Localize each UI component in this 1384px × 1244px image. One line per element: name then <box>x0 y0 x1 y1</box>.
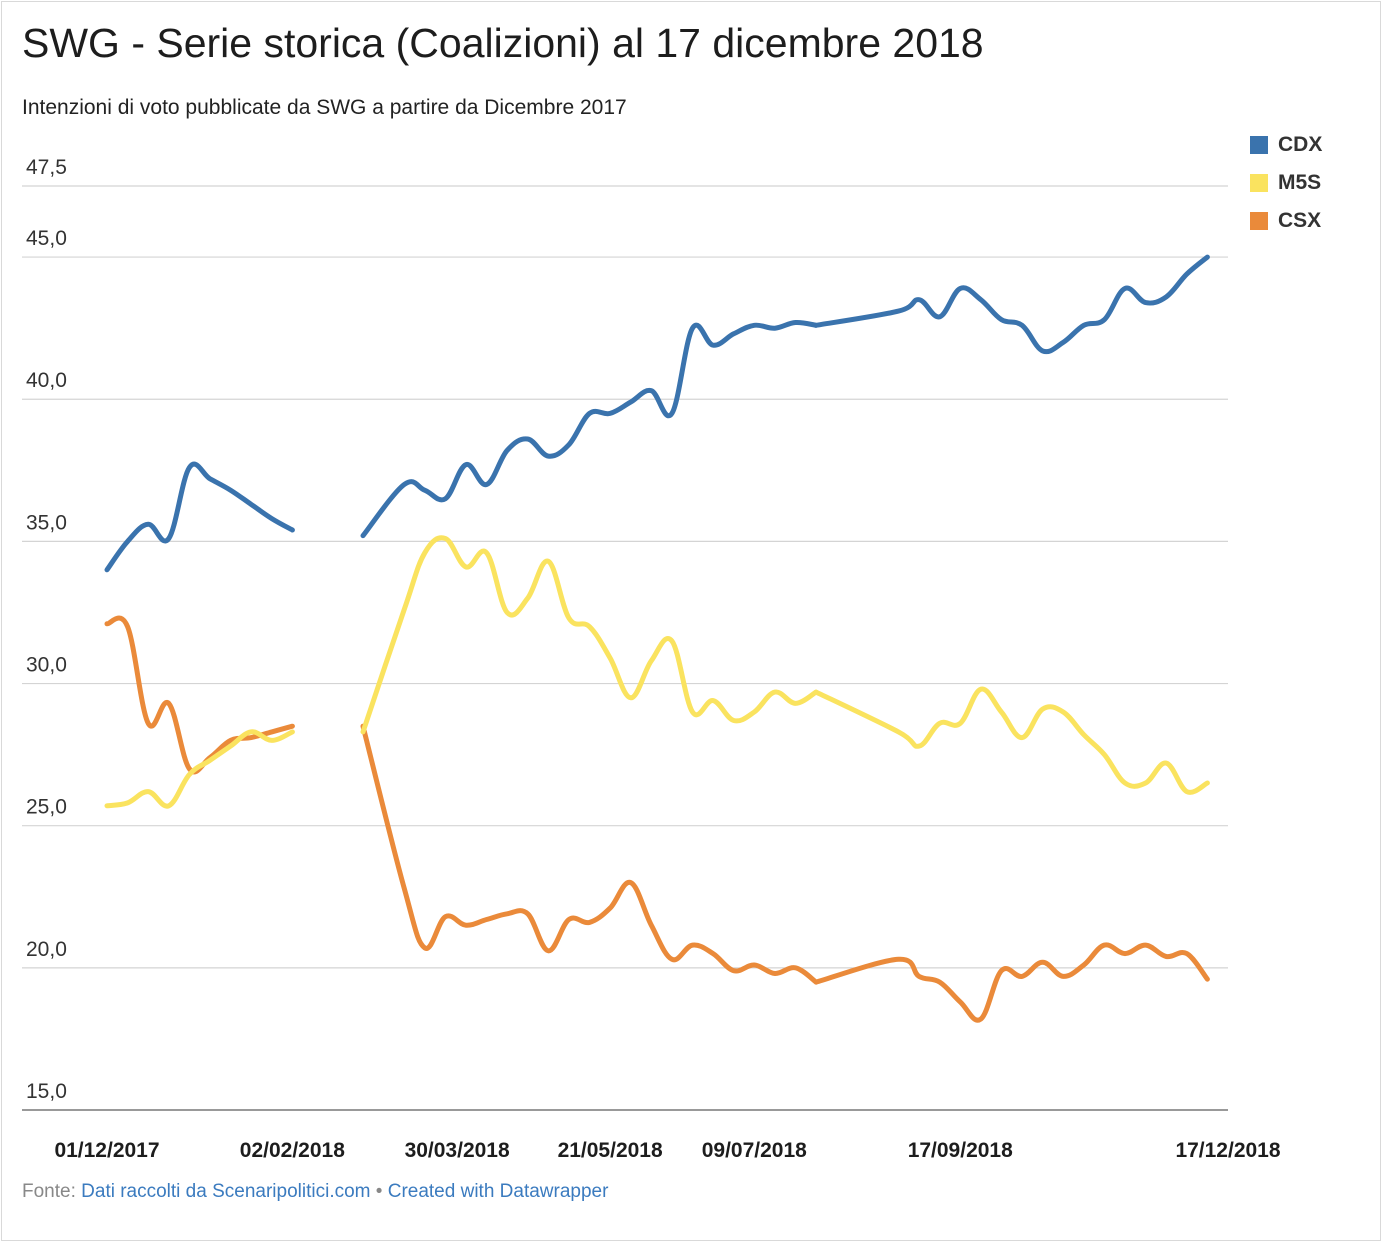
x-tick-label: 02/02/2018 <box>240 1139 345 1162</box>
y-tick-label: 35,0 <box>26 511 67 534</box>
grid-layer <box>22 185 1228 1111</box>
y-tick-label: 45,0 <box>26 227 67 250</box>
series-line-csx <box>360 723 819 985</box>
y-tick-label: 40,0 <box>26 369 67 392</box>
series-line-cdx <box>104 461 295 573</box>
x-tick-label: 30/03/2018 <box>405 1139 510 1162</box>
chart-title: SWG - Serie storica (Coalizioni) al 17 d… <box>22 20 984 66</box>
x-tick-label: 21/05/2018 <box>558 1139 663 1162</box>
legend-item-csx[interactable]: CSX <box>1250 202 1322 240</box>
legend-swatch-cdx <box>1250 136 1268 154</box>
legend-item-cdx[interactable]: CDX <box>1250 126 1322 164</box>
legend-swatch-csx <box>1250 212 1268 230</box>
x-tick-label: 17/09/2018 <box>908 1139 1013 1162</box>
legend-label-csx: CSX <box>1278 209 1322 232</box>
y-tick-label: 20,0 <box>26 938 67 961</box>
footer-prefix: Fonte: <box>22 1181 76 1202</box>
legend-label-cdx: CDX <box>1278 133 1323 156</box>
series-line-m5s <box>813 686 1210 795</box>
y-tick-label: 25,0 <box>26 796 67 819</box>
footer-separator: • <box>375 1181 383 1202</box>
legend-item-m5s[interactable]: M5S <box>1250 164 1322 202</box>
series-line-csx <box>813 942 1210 1023</box>
legend-swatch-m5s <box>1250 174 1268 192</box>
datawrapper-link[interactable]: Created with Datawrapper <box>387 1181 609 1202</box>
series-line-m5s <box>360 535 819 735</box>
series-line-csx <box>104 615 295 775</box>
footer: Fonte: Dati raccolti da Scenaripolitici.… <box>22 1181 608 1203</box>
series-layer <box>104 254 1210 1023</box>
source-link[interactable]: Dati raccolti da Scenaripolitici.com <box>81 1181 371 1202</box>
y-tick-label: 30,0 <box>26 654 67 677</box>
series-line-cdx <box>360 319 819 539</box>
x-tick-label: 01/12/2017 <box>54 1139 159 1162</box>
series-line-cdx <box>813 254 1210 355</box>
legend-label-m5s: M5S <box>1278 171 1322 194</box>
y-tick-label: 47,5 <box>26 156 67 179</box>
x-axis: 01/12/2017 02/02/2018 30/03/2018 21/05/2018… <box>54 1139 1280 1162</box>
legend: CDX M5S CSX <box>1250 126 1322 240</box>
x-tick-label: 17/12/2018 <box>1175 1139 1280 1162</box>
series-line-m5s <box>104 729 295 809</box>
x-tick-label: 09/07/2018 <box>702 1139 807 1162</box>
chart-subtitle: Intenzioni di voto pubblicate da SWG a p… <box>22 96 627 119</box>
y-tick-label: 15,0 <box>26 1080 67 1103</box>
y-axis: 47,5 45,0 40,0 35,0 30,0 25,0 20,0 15,0 <box>26 156 67 1103</box>
